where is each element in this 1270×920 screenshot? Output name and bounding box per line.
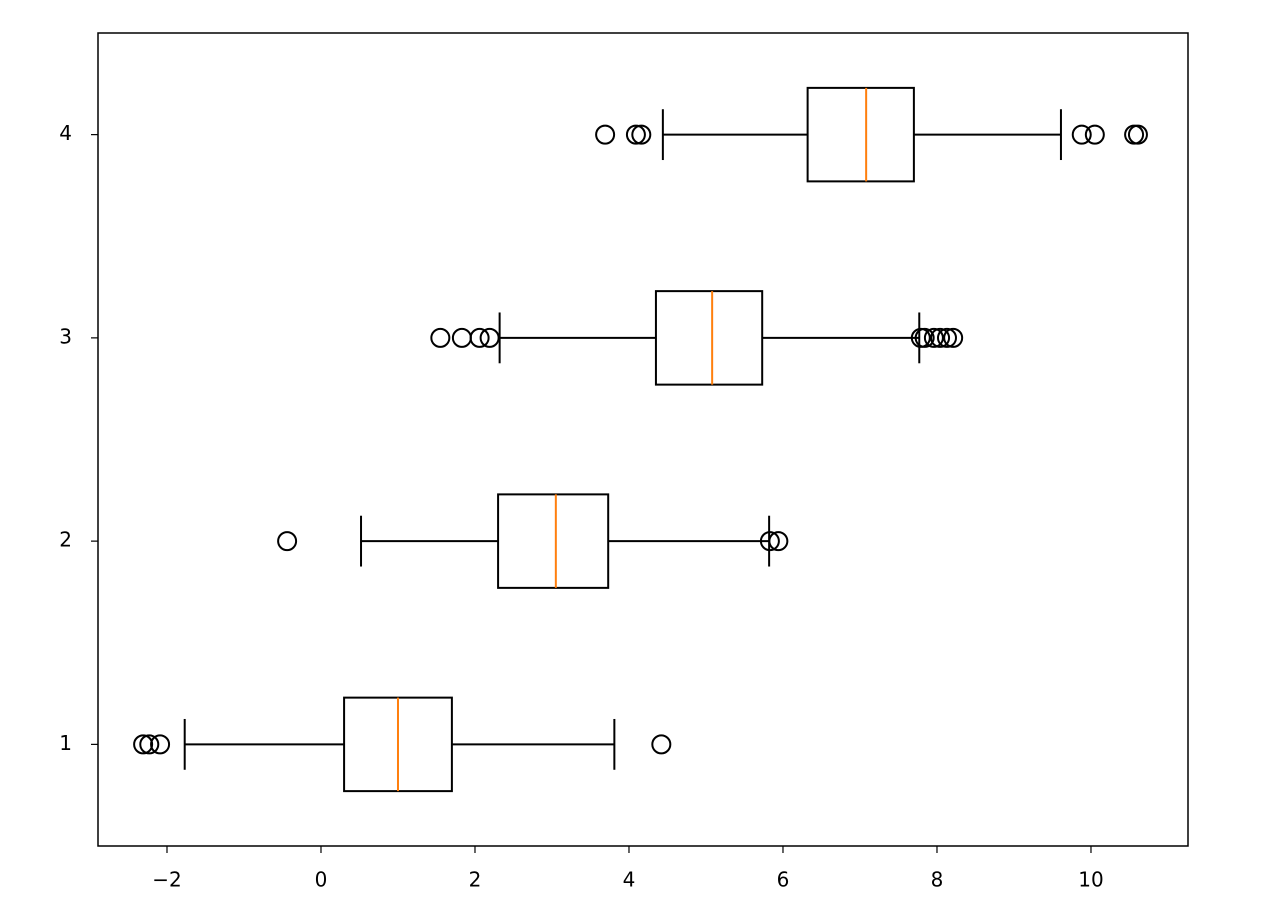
outlier [759,531,780,552]
outlier [631,124,652,145]
plot-frame [97,32,1189,847]
outlier [277,531,298,552]
outlier [150,734,171,755]
x-tick-label: 6 [777,868,790,892]
y-tick-label: 3 [59,324,72,348]
outlier [1127,124,1148,145]
box [806,86,915,183]
outlier [936,327,957,348]
x-tick-label: 10 [1078,868,1103,892]
outlier [1084,124,1105,145]
x-tick-label: 0 [315,868,328,892]
x-tick-label: −2 [152,868,181,892]
outlier [923,327,944,348]
outlier [133,734,154,755]
x-tick-label: 8 [931,868,944,892]
outlier [943,327,964,348]
outlier [914,327,935,348]
outlier [469,327,490,348]
outlier [479,327,500,348]
box [497,493,610,589]
x-tick-label: 2 [469,868,482,892]
y-tick-label: 2 [59,528,72,552]
box [654,290,764,386]
outlier [625,124,646,145]
y-tick-label: 4 [59,121,72,145]
outlier [1071,124,1092,145]
outlier [595,124,616,145]
outlier [768,531,789,552]
outlier [430,327,451,348]
outlier [930,327,951,348]
outlier [651,734,672,755]
x-tick-label: 4 [623,868,636,892]
outlier [139,734,160,755]
y-tick-label: 1 [59,731,72,755]
